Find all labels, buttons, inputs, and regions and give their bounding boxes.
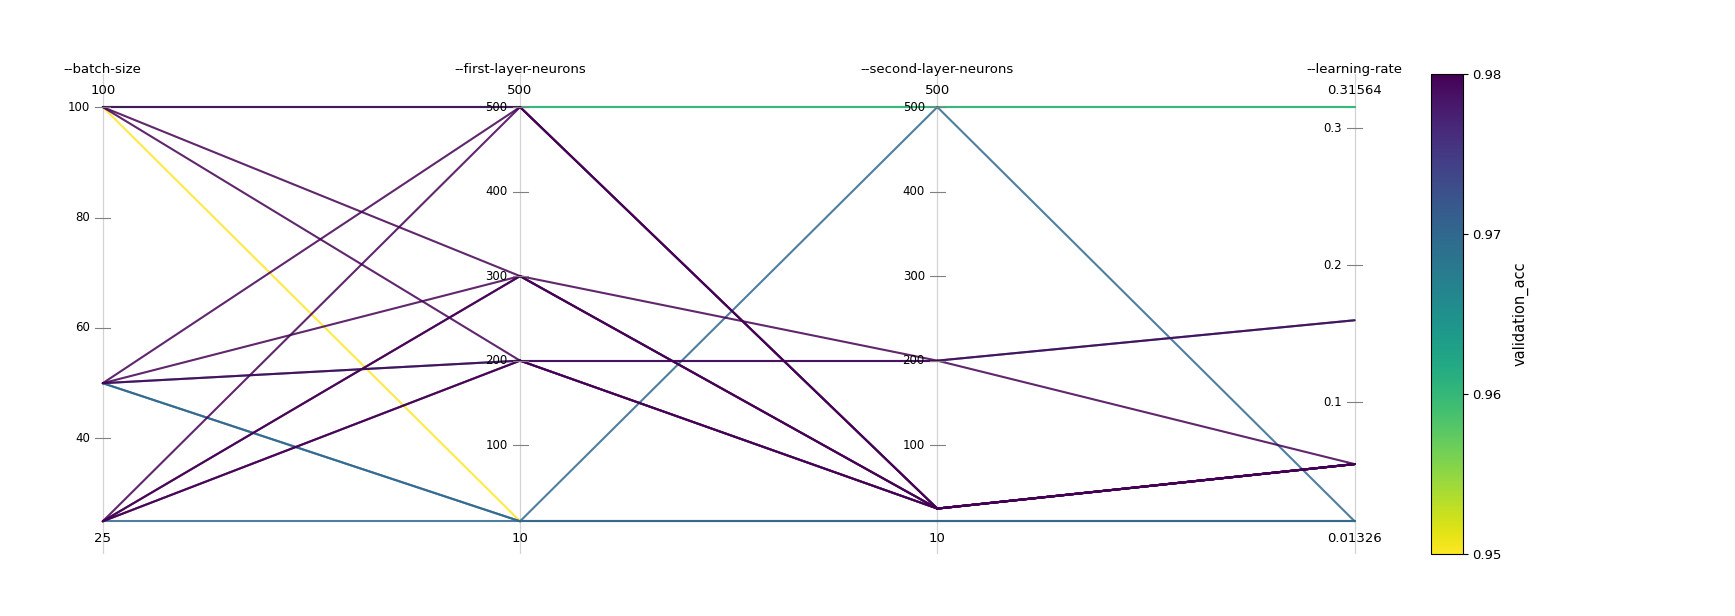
Text: 400: 400 [902,185,925,198]
Text: 500: 500 [507,84,533,97]
Text: 400: 400 [486,185,508,198]
Text: 200: 200 [486,354,508,367]
Text: 300: 300 [486,270,508,283]
Text: 500: 500 [486,100,508,113]
Text: --learning-rate: --learning-rate [1306,63,1402,76]
Text: 25: 25 [94,532,111,545]
Text: 0.3: 0.3 [1324,122,1343,135]
Text: 500: 500 [902,100,925,113]
Text: 100: 100 [68,100,90,113]
Text: 100: 100 [90,84,116,97]
Text: 200: 200 [902,354,925,367]
Text: 10: 10 [512,532,529,545]
Y-axis label: validation_acc: validation_acc [1513,262,1529,367]
Text: 500: 500 [925,84,951,97]
Text: 40: 40 [75,432,90,445]
Text: --batch-size: --batch-size [64,63,142,76]
Text: --first-layer-neurons: --first-layer-neurons [455,63,586,76]
Text: 100: 100 [486,439,508,452]
Text: 0.31564: 0.31564 [1327,84,1383,97]
Text: 300: 300 [902,270,925,283]
Text: 100: 100 [902,439,925,452]
Text: 0.1: 0.1 [1324,396,1343,409]
Text: 0.01326: 0.01326 [1327,532,1383,545]
Text: 80: 80 [76,211,90,224]
Text: 60: 60 [75,322,90,334]
Text: 10: 10 [928,532,946,545]
Text: 0.2: 0.2 [1324,259,1343,272]
Text: --second-layer-neurons: --second-layer-neurons [861,63,1013,76]
